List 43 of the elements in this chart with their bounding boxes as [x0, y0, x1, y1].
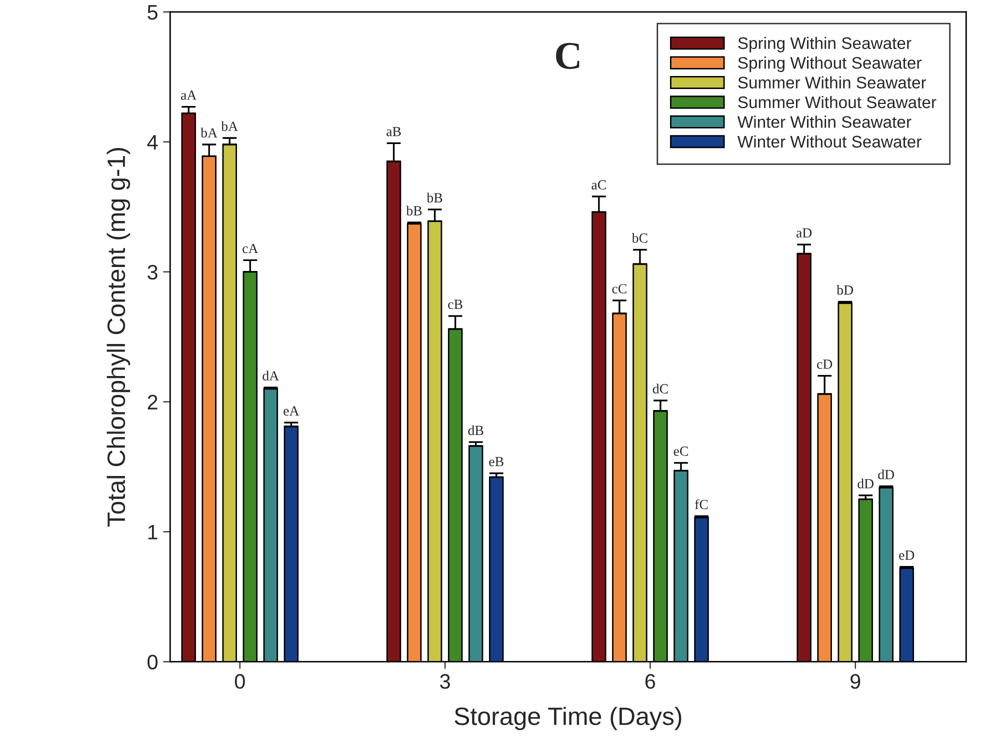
data-label: cB	[448, 300, 462, 310]
legend-label: Winter Within Seawater	[737, 116, 912, 128]
legend-label: Summer Without Seawater	[738, 96, 936, 108]
data-label: aB	[386, 126, 401, 136]
x-tick-label: 6	[645, 674, 656, 689]
data-label: bD	[836, 284, 854, 295]
legend-label: Summer Within Seawater	[738, 76, 926, 88]
data-label: dD	[878, 470, 894, 480]
data-label: aA	[181, 90, 197, 100]
legend-label: Winter Without Seawater	[737, 135, 922, 148]
data-label: bC	[632, 232, 648, 243]
legend-label: Spring Without Seawater	[738, 56, 922, 72]
x-tick-label: 3	[440, 674, 450, 689]
data-label: cC	[612, 284, 626, 294]
x-axis-title: Storage Time (Days)	[454, 706, 682, 730]
y-tick-label: 5	[148, 5, 158, 20]
y-tick-label: 2	[148, 394, 158, 410]
data-label: bA	[200, 128, 218, 138]
data-label: dB	[468, 425, 484, 436]
data-label: fC	[694, 499, 708, 510]
data-label: dA	[262, 370, 280, 381]
y-tick-label: 3	[148, 264, 158, 280]
text: C	[556, 42, 580, 69]
data-label: bB	[426, 192, 442, 202]
data-label: dD	[858, 478, 874, 488]
data-label: dC	[652, 384, 668, 394]
x-tick-label: 9	[850, 674, 860, 689]
legend-label: Spring Within Seawater	[738, 36, 912, 52]
data-label: bA	[221, 121, 238, 132]
data-label: aD	[796, 228, 812, 238]
x-tick-label: 0	[234, 674, 245, 689]
y-tick-label: 0	[148, 654, 158, 670]
y-axis-title: Total Chlorophyll Content (mg g-1)	[106, 148, 130, 527]
y-tick-label: 4	[147, 135, 158, 150]
data-label: eC	[674, 446, 688, 456]
data-label: eB	[489, 457, 504, 466]
data-label: eA	[284, 406, 300, 416]
data-label: aC	[592, 180, 606, 190]
data-label: bB	[406, 206, 422, 216]
data-label: cD	[817, 360, 832, 369]
data-label: cA	[242, 244, 258, 254]
data-label: eD	[899, 550, 914, 560]
y-tick-label: 1	[148, 524, 158, 540]
